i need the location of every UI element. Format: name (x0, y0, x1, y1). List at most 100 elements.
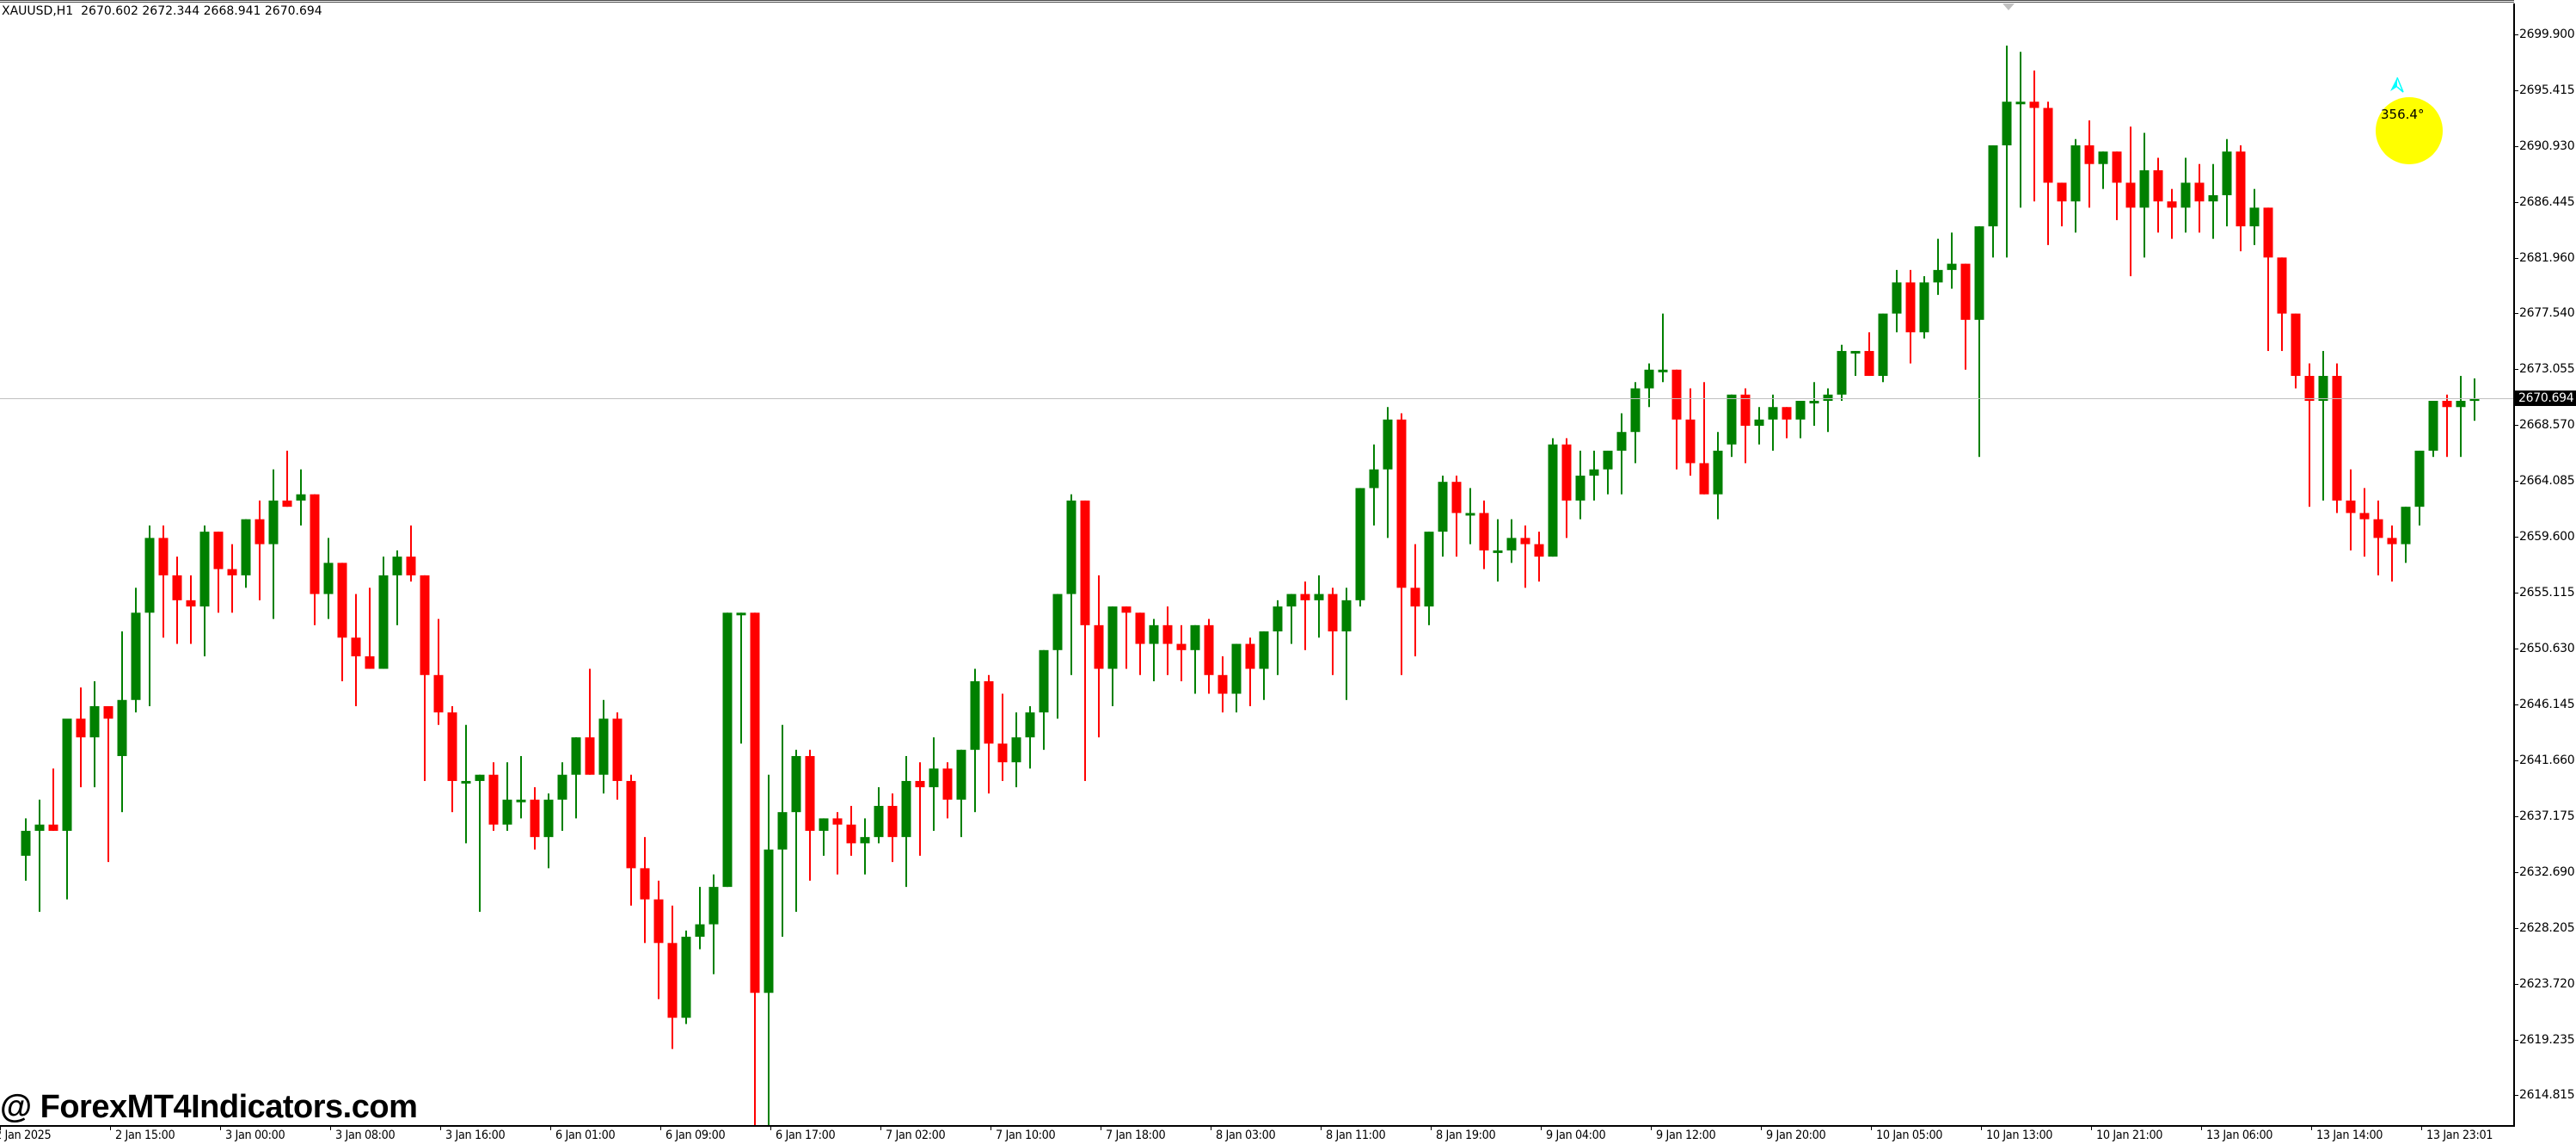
candle (144, 525, 155, 707)
candle (1699, 382, 1709, 495)
candle (1713, 432, 1723, 520)
candle (585, 668, 595, 775)
candle (2084, 120, 2095, 208)
candle (1506, 519, 1517, 563)
candle (2043, 101, 2053, 245)
candle (2002, 46, 2012, 258)
candle (530, 787, 540, 850)
candle (310, 494, 320, 625)
candle (1768, 394, 1778, 451)
window-top-border (0, 0, 2514, 3)
candle (2180, 157, 2191, 233)
candle (1204, 618, 1214, 694)
candle (2236, 145, 2246, 252)
price-tick (2515, 871, 2518, 873)
candle (2373, 500, 2383, 575)
candle (791, 749, 801, 913)
candle (1314, 575, 1324, 638)
time-tick-label: 10 Jan 13:00 (1986, 1129, 2053, 1142)
candle (1479, 500, 1489, 569)
candle (1905, 269, 1916, 364)
candle (48, 768, 58, 831)
candle (681, 930, 691, 1024)
time-tick (1871, 1126, 1872, 1130)
candle (874, 787, 884, 844)
candle (1438, 475, 1448, 557)
candle (2070, 138, 2081, 233)
time-tick-label: 9 Jan 12:00 (1656, 1129, 1716, 1142)
candle (475, 774, 485, 913)
price-tick (2515, 983, 2518, 985)
time-tick (330, 1126, 331, 1130)
price-tick-label: 2614.815 (2519, 1087, 2575, 1102)
candle (1011, 712, 1021, 788)
candle (1135, 612, 1145, 675)
candle (997, 693, 1008, 781)
candle (1052, 594, 1063, 719)
candle (1823, 388, 1833, 433)
candle (2442, 394, 2452, 458)
price-tick (2515, 1094, 2518, 1096)
candle (1575, 450, 1585, 520)
candle (21, 818, 31, 881)
candle (2304, 363, 2315, 507)
candle (1782, 407, 1792, 439)
time-tick (2421, 1126, 2422, 1130)
candle (1259, 631, 1269, 700)
price-tick-label: 2641.660 (2519, 753, 2575, 767)
time-tick (220, 1126, 221, 1130)
candlestick-plot[interactable] (0, 0, 2513, 1125)
candle (2125, 126, 2136, 277)
candle (1548, 438, 1558, 557)
candle (351, 594, 361, 707)
price-tick (2515, 704, 2518, 705)
candle (2098, 151, 2108, 189)
candle (1025, 706, 1035, 769)
candle (1960, 263, 1971, 370)
candle (268, 469, 279, 619)
candle (406, 525, 416, 582)
candle (2263, 207, 2273, 352)
time-tick-label: 3 Jan 00:00 (225, 1129, 285, 1142)
candle (1066, 494, 1076, 675)
price-tick (2515, 312, 2518, 314)
chart-shift-marker-icon[interactable] (2003, 3, 2015, 10)
candle (1107, 606, 1118, 707)
price-tick-label: 2655.115 (2519, 585, 2575, 600)
compass-angle-label: 356.4° (2381, 107, 2425, 122)
candle (956, 749, 966, 838)
candle (2139, 132, 2150, 258)
candle (2291, 313, 2301, 389)
price-tick-label: 2623.720 (2519, 976, 2575, 991)
candle (2414, 450, 2425, 526)
candle (1121, 606, 1132, 669)
candle (1465, 488, 1475, 544)
price-tick (2515, 34, 2518, 35)
candle (1809, 382, 1819, 426)
candle (1671, 369, 1682, 470)
candle (1795, 401, 1806, 439)
candle (2332, 363, 2342, 514)
candle (777, 724, 788, 938)
candle (653, 880, 664, 999)
time-tick (440, 1126, 441, 1130)
candle (832, 812, 843, 875)
candle (640, 837, 650, 944)
candle (461, 724, 471, 844)
candle (1410, 544, 1420, 657)
price-tick-label: 2690.930 (2519, 138, 2575, 153)
candle (1245, 637, 1255, 707)
candle (1424, 532, 1434, 625)
current-price-label: 2670.694 (2515, 391, 2576, 407)
candle (2277, 257, 2287, 352)
time-tick (660, 1126, 661, 1130)
candle (1162, 606, 1173, 675)
price-tick (2515, 1039, 2518, 1041)
candle (1727, 394, 1737, 458)
candle (1520, 525, 1530, 588)
candle (172, 557, 182, 644)
price-tick-label: 2632.690 (2519, 864, 2575, 879)
bid-price-line (0, 398, 2513, 399)
candle (158, 525, 169, 638)
